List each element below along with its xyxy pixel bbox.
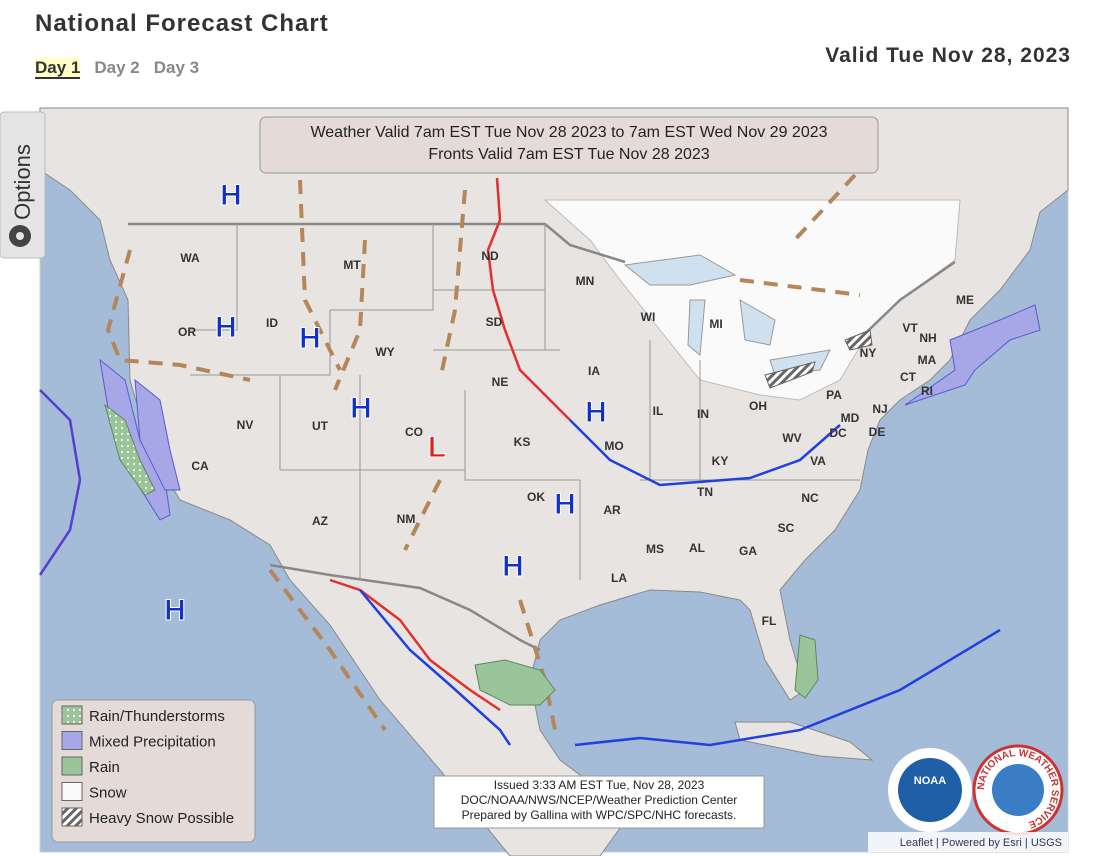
state-label: TN bbox=[697, 485, 713, 499]
state-label: OK bbox=[527, 490, 545, 504]
state-label: AR bbox=[603, 503, 621, 517]
banner-line: Weather Valid 7am EST Tue Nov 28 2023 to… bbox=[310, 124, 827, 141]
tabs: Day 1 Day 2 Day 3 bbox=[35, 58, 213, 79]
issued-line: Issued 3:33 AM EST Tue, Nov 28, 2023 bbox=[494, 778, 705, 792]
nws-inner bbox=[992, 764, 1044, 816]
tab[interactable]: Day 3 bbox=[153, 58, 200, 77]
legend-swatch bbox=[61, 731, 83, 750]
state-label: WI bbox=[641, 310, 656, 324]
options-tab[interactable] bbox=[0, 111, 46, 259]
fronts bbox=[38, 177, 1001, 747]
state-label: NE bbox=[492, 375, 509, 389]
state-label: ME bbox=[956, 293, 974, 307]
gear-hole bbox=[16, 232, 24, 240]
state-label: IL bbox=[653, 404, 664, 418]
pressure-center: H bbox=[585, 396, 607, 429]
state-label: OH bbox=[749, 399, 767, 413]
state-label: IN bbox=[697, 407, 709, 421]
state-label: MA bbox=[918, 353, 937, 367]
state-label: KY bbox=[712, 454, 729, 468]
snow-area bbox=[543, 199, 961, 401]
pressure-center: H bbox=[502, 550, 524, 583]
state-label: DC bbox=[829, 426, 847, 440]
tab[interactable]: Day 1 bbox=[35, 58, 81, 79]
banner-line: Fronts Valid 7am EST Tue Nov 28 2023 bbox=[428, 146, 709, 163]
state-label: OR bbox=[178, 325, 196, 339]
state-label: ND bbox=[481, 249, 499, 263]
legend-swatch bbox=[61, 807, 83, 827]
pressure-center: H bbox=[164, 594, 186, 627]
state-label: NH bbox=[919, 331, 936, 345]
troughs bbox=[105, 173, 861, 732]
precip bbox=[99, 304, 1041, 706]
legend-label: Rain/Thunderstorms bbox=[89, 708, 225, 725]
state-label: UT bbox=[312, 419, 329, 433]
banner bbox=[259, 116, 879, 174]
state-label: DE bbox=[869, 425, 886, 439]
pressure-center: H bbox=[299, 322, 321, 355]
state-label: KS bbox=[514, 435, 531, 449]
state-label: WA bbox=[180, 251, 200, 265]
state-label: NY bbox=[860, 346, 877, 360]
tab[interactable]: Day 2 bbox=[94, 58, 140, 77]
state-label: NC bbox=[801, 491, 819, 505]
state-label: WY bbox=[375, 345, 394, 359]
pressure-center: H bbox=[350, 392, 372, 425]
state-label: MN bbox=[576, 274, 595, 288]
state-label: SD bbox=[486, 315, 503, 329]
title: National Forecast Chart bbox=[35, 10, 329, 37]
state-label: VA bbox=[810, 454, 826, 468]
legend-label: Snow bbox=[89, 785, 127, 802]
legend bbox=[51, 699, 256, 843]
state-label: NM bbox=[397, 512, 416, 526]
legend-label: Heavy Snow Possible bbox=[89, 810, 234, 827]
state-label: AZ bbox=[312, 514, 328, 528]
state-label: GA bbox=[739, 544, 757, 558]
legend-swatch bbox=[61, 705, 83, 725]
state-label: PA bbox=[826, 388, 842, 402]
state-label: NV bbox=[237, 418, 254, 432]
state-label: ID bbox=[266, 316, 278, 330]
state-label: MO bbox=[604, 439, 623, 453]
pressure-center: H bbox=[220, 179, 242, 212]
state-label: WV bbox=[782, 431, 801, 445]
legend-label: Mixed Precipitation bbox=[89, 734, 216, 751]
state-label: MT bbox=[343, 258, 361, 272]
state-label: MD bbox=[841, 411, 860, 425]
attribution: Leaflet | Powered by Esri | USGS bbox=[900, 837, 1062, 849]
state-label: CA bbox=[191, 459, 209, 473]
attribution-box bbox=[868, 832, 1068, 852]
noaa-inner bbox=[898, 758, 962, 822]
state-lines bbox=[190, 224, 860, 580]
state-label: CO bbox=[405, 425, 423, 439]
legend-swatch bbox=[61, 756, 83, 776]
state-label: RI bbox=[921, 384, 933, 398]
issued-box bbox=[433, 775, 765, 829]
lakes bbox=[623, 254, 831, 376]
state-label: MS bbox=[646, 542, 664, 556]
state-label: CT bbox=[900, 370, 917, 384]
state-label: SC bbox=[778, 521, 795, 535]
legend-swatch bbox=[61, 782, 83, 801]
state-label: LA bbox=[611, 571, 627, 585]
valid-date: Valid Tue Nov 28, 2023 bbox=[825, 44, 1071, 67]
noaa-text: NOAA bbox=[914, 775, 946, 787]
state-label: IA bbox=[588, 364, 600, 378]
pressure-center: H bbox=[554, 488, 576, 521]
legend-label: Rain bbox=[89, 759, 120, 776]
state-label: MI bbox=[709, 317, 722, 331]
state-label: VT bbox=[902, 321, 918, 335]
issued-line: Prepared by Gallina with WPC/SPC/NHC for… bbox=[462, 808, 737, 822]
state-label: FL bbox=[762, 614, 777, 628]
pressure-center: L bbox=[428, 431, 446, 464]
issued-line: DOC/NOAA/NWS/NCEP/Weather Prediction Cen… bbox=[461, 793, 738, 807]
pressure-center: H bbox=[215, 311, 237, 344]
state-label: AL bbox=[689, 541, 705, 555]
options-label[interactable]: Options bbox=[10, 144, 35, 220]
state-label: NJ bbox=[872, 402, 887, 416]
